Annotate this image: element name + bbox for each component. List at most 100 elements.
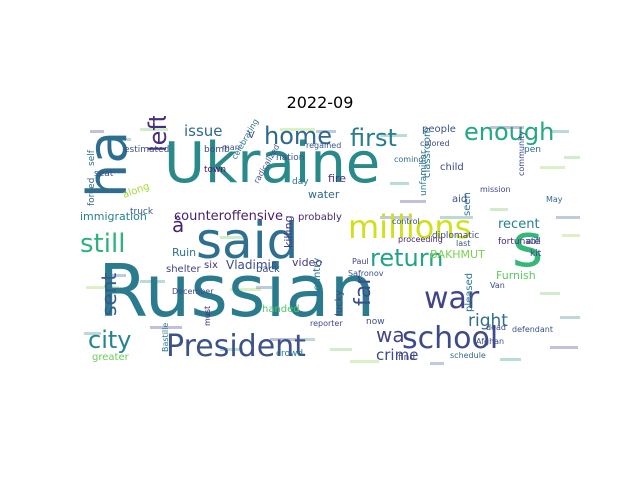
cloud-word: town (204, 165, 226, 175)
cloud-word: fortunate (498, 237, 540, 247)
cloud-word: Van (490, 281, 505, 290)
cloud-word: probably (298, 212, 342, 223)
cloud-word: back (256, 264, 280, 275)
cloud-word: counteroffensive (174, 209, 283, 224)
cloud-word: defendant (512, 325, 553, 334)
filler-word-mark (564, 156, 580, 159)
cloud-word: right (468, 311, 508, 331)
filler-word-mark (110, 138, 131, 141)
cloud-word: Furnish (496, 269, 536, 282)
cloud-word: schedule (450, 351, 486, 360)
cloud-word: water (308, 188, 340, 201)
cloud-word: kit (530, 249, 542, 259)
filler-word-mark (380, 134, 407, 137)
cloud-word: pleased (464, 273, 475, 312)
cloud-word: crime (376, 346, 418, 364)
filler-word-mark (560, 316, 580, 319)
cloud-word: first (350, 124, 397, 152)
filler-word-mark (550, 130, 569, 133)
cloud-word: mission (480, 185, 511, 194)
cloud-word: enough (464, 118, 554, 146)
cloud-word: bomb (204, 145, 230, 155)
filler-word-mark (490, 208, 508, 211)
cloud-word: far (351, 275, 376, 306)
filler-word-mark (230, 288, 261, 291)
cloud-word: Paul (352, 257, 369, 266)
filler-word-mark (86, 286, 119, 289)
filler-word-mark (430, 362, 444, 365)
cloud-word: coming (394, 155, 423, 164)
filler-word-mark (440, 216, 473, 219)
filler-word-mark (490, 126, 524, 129)
cloud-word: May (546, 195, 563, 204)
cloud-word: self (87, 149, 97, 166)
cloud-word: greater (92, 352, 130, 363)
cloud-word: forced (87, 178, 97, 206)
cloud-word: pen (524, 145, 541, 155)
filler-word-mark (140, 128, 168, 131)
cloud-word: will (526, 237, 541, 247)
cloud-word: shelter (166, 264, 202, 275)
cloud-word: community (517, 131, 526, 176)
chart-title: 2022-09 (286, 93, 354, 112)
filler-word-mark (380, 216, 412, 219)
cloud-word: truck (130, 207, 154, 217)
cloud-word: Vladimir (226, 258, 276, 272)
filler-word-mark (150, 326, 182, 329)
filler-word-mark (220, 348, 243, 351)
cloud-word: war (424, 281, 480, 316)
filler-word-mark (280, 128, 315, 131)
filler-word-mark (390, 182, 409, 185)
cloud-word: issue (184, 122, 223, 140)
cloud-word: V (248, 130, 255, 141)
cloud-word: seen (462, 192, 473, 216)
cloud-word: school (402, 321, 498, 356)
cloud-word: child (440, 162, 464, 173)
cloud-word: last (456, 239, 470, 248)
cloud-word: ha (80, 131, 139, 198)
filler-word-mark (400, 200, 426, 203)
cloud-word: find (398, 353, 415, 363)
cloud-word: control (392, 217, 420, 226)
word-cloud: Russian Ukraine said ha s President millions sc… (80, 116, 580, 366)
cloud-word: must (203, 306, 212, 326)
filler-word-mark (84, 332, 101, 335)
filler-word-mark (300, 338, 315, 341)
cloud-word: Russian (98, 249, 375, 333)
cloud-word: diplomatic (432, 231, 479, 241)
cloud-word: now (366, 317, 385, 327)
cloud-word: lucky (334, 290, 345, 316)
cloud-word: aid (452, 194, 467, 205)
cloud-word: Safronov (348, 269, 384, 278)
cloud-word: still (80, 229, 125, 259)
cloud-word: said (196, 212, 298, 270)
filler-word-mark (500, 358, 521, 361)
cloud-word: handed (262, 304, 300, 315)
cloud-word: six (204, 260, 218, 271)
cloud-word: millions (348, 208, 471, 246)
filler-word-mark (108, 274, 126, 277)
cloud-word: home (264, 122, 332, 150)
cloud-word: colored (420, 139, 450, 148)
cloud-word: s (512, 211, 543, 281)
filler-word-mark (90, 130, 104, 133)
filler-word-mark (330, 348, 352, 351)
cloud-word: day (292, 177, 309, 187)
filler-word-mark (256, 286, 272, 289)
cloud-word: December (172, 287, 214, 296)
cloud-word: crowd (276, 349, 303, 359)
cloud-word: dead (486, 323, 506, 332)
cloud-word: unfamiliar (419, 150, 429, 196)
cloud-word: sent (97, 273, 121, 316)
cloud-word: city (88, 326, 131, 354)
filler-word-mark (316, 130, 336, 133)
cloud-word: left (144, 116, 172, 152)
filler-word-mark (220, 236, 244, 239)
cloud-word: people (422, 124, 456, 135)
cloud-word: classroom (422, 127, 433, 178)
cloud-word: BAKHMUT (430, 248, 485, 261)
cloud-word: regained (306, 141, 341, 150)
cloud-word: Ukraine (164, 131, 380, 196)
filler-word-mark (550, 346, 578, 349)
